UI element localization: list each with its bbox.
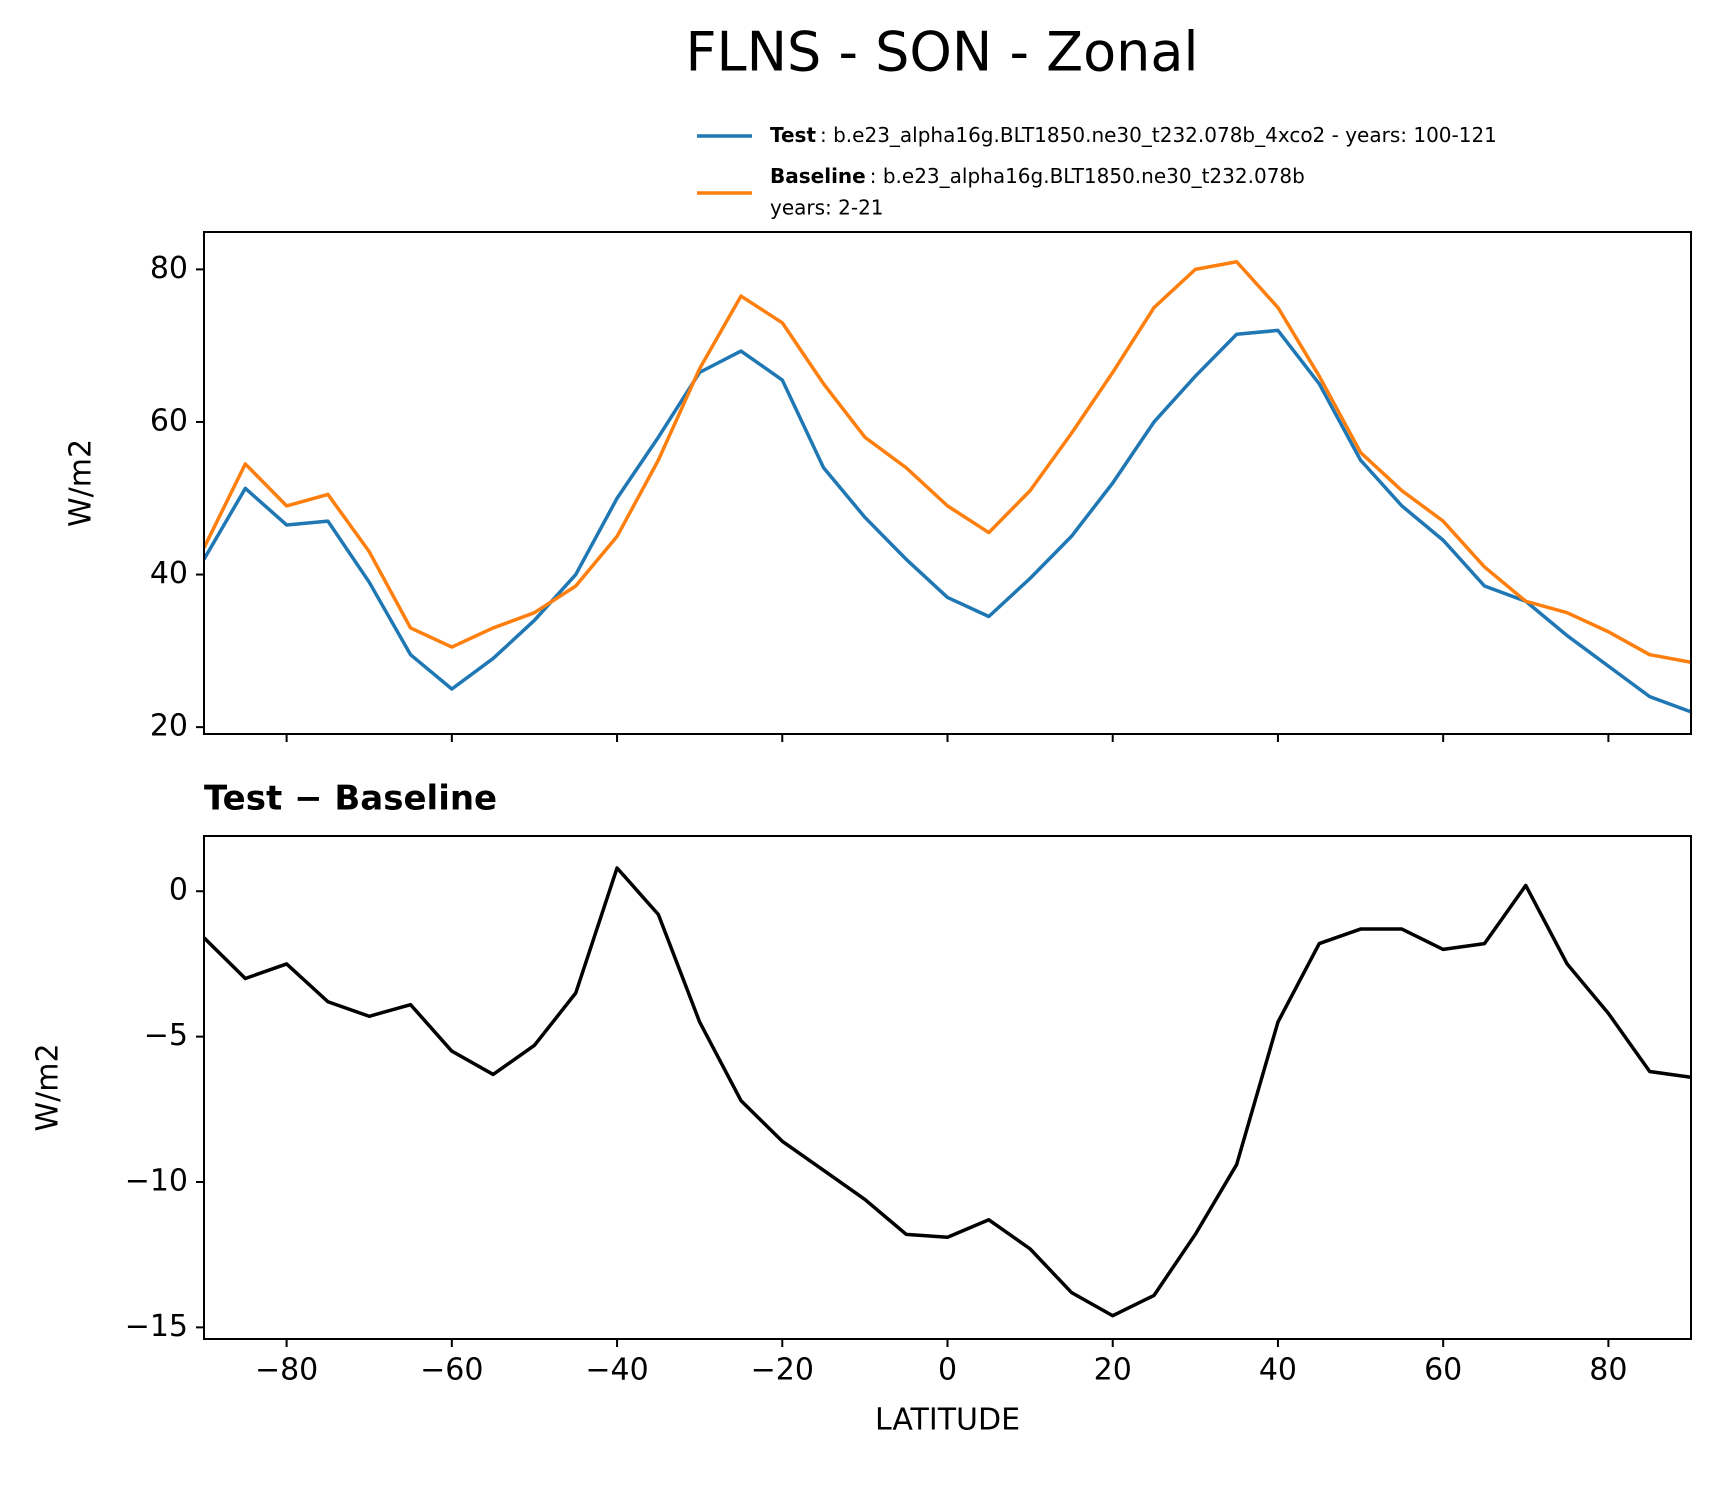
x-tick-label: −40: [585, 1353, 648, 1388]
plot-frame: [203, 231, 1692, 735]
legend-name: Baseline: [770, 164, 866, 188]
series-line: [204, 260, 1691, 665]
y-tick-label: −10: [125, 1163, 188, 1198]
x-tick-label: −60: [420, 1353, 483, 1388]
y-tick-label: 20: [150, 709, 188, 744]
y-tick-label: 80: [150, 251, 188, 286]
legend-name: Test: [770, 123, 816, 147]
y-tick-label: −15: [125, 1309, 188, 1344]
y-tick-label: 60: [150, 403, 188, 438]
y-tick-label: 0: [169, 873, 188, 908]
y-axis-label: W/m2: [31, 1043, 66, 1131]
legend-text: : b.e23_alpha16g.BLT1850.ne30_t232.078b: [870, 164, 1305, 188]
y-axis-label: W/m2: [64, 439, 99, 527]
y-tick-label: 40: [150, 556, 188, 591]
legend-label: Baseline: b.e23_alpha16g.BLT1850.ne30_t2…: [770, 164, 1305, 188]
series-line: [204, 866, 1691, 1318]
x-tick-label: −80: [255, 1353, 318, 1388]
chart-title: FLNS - SON - Zonal: [686, 21, 1199, 84]
x-tick-label: 80: [1589, 1353, 1627, 1388]
legend-text: : b.e23_alpha16g.BLT1850.ne30_t232.078b_…: [820, 123, 1497, 147]
x-tick-label: 0: [938, 1353, 957, 1388]
series-line: [204, 328, 1691, 714]
x-tick-label: 20: [1094, 1353, 1132, 1388]
x-tick-label: 40: [1259, 1353, 1297, 1388]
x-axis-label: LATITUDE: [875, 1403, 1020, 1438]
plot-frame: [203, 835, 1692, 1340]
y-tick-label: −5: [144, 1018, 188, 1053]
panel-title: Test − Baseline: [204, 779, 497, 819]
legend-label-2: years: 2-21: [770, 196, 884, 220]
x-tick-label: 60: [1424, 1353, 1462, 1388]
x-tick-label: −20: [751, 1353, 814, 1388]
legend-label: Test: b.e23_alpha16g.BLT1850.ne30_t232.0…: [770, 123, 1497, 147]
